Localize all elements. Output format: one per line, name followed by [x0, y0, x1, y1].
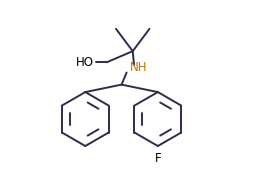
Text: F: F: [155, 152, 161, 165]
Text: HO: HO: [76, 56, 94, 69]
Text: NH: NH: [130, 61, 147, 74]
